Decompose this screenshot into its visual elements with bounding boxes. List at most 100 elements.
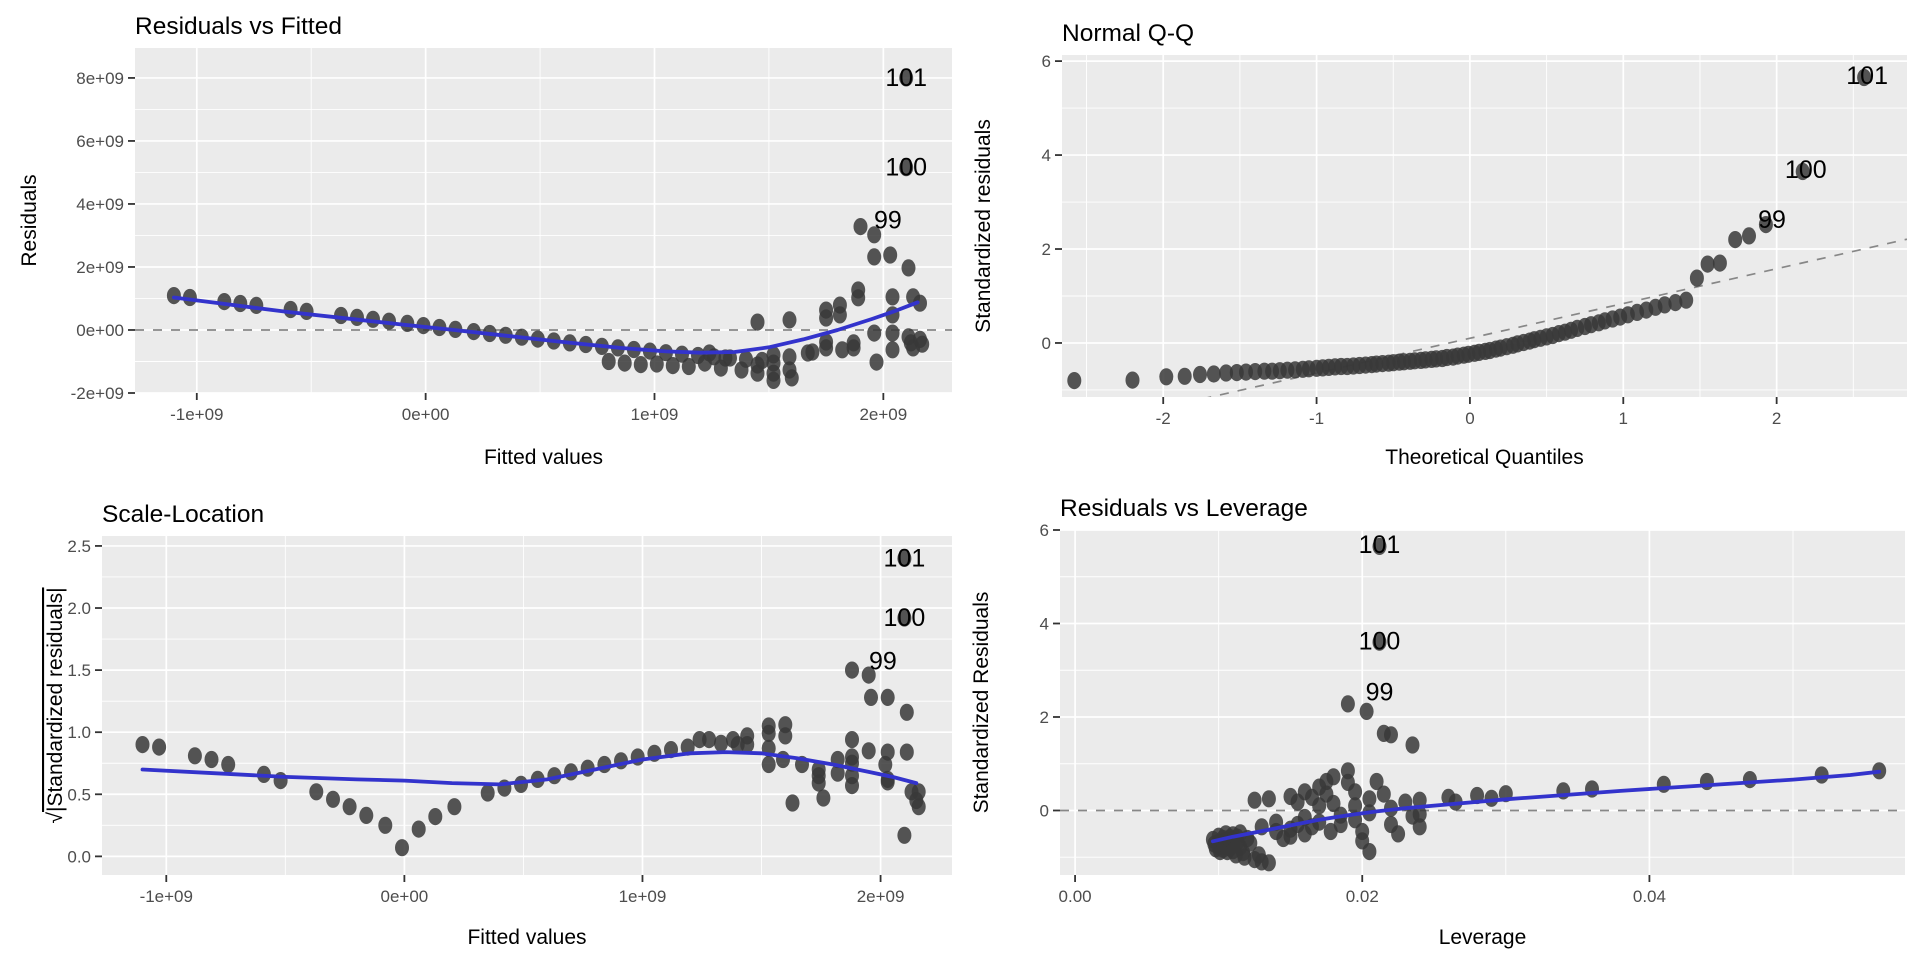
data-point bbox=[309, 783, 324, 801]
grid-major bbox=[102, 536, 952, 875]
data-point bbox=[899, 69, 914, 87]
plot-svg-residuals-vs-leverage: 101 100 99 0.00 0.02 0.04 0 2 4 6 Leverage Standard… bbox=[970, 495, 1905, 949]
data-point bbox=[782, 348, 797, 366]
smooth-line bbox=[140, 750, 919, 787]
y-tick-label: 2e+09 bbox=[76, 258, 124, 277]
data-point bbox=[633, 356, 648, 374]
data-point bbox=[832, 306, 847, 324]
data-point bbox=[901, 259, 916, 277]
axis-tick-labels: -1e+09 0e+00 1e+09 2e+09 0.0 0.5 1.0 1.5 2.0 2.5 bbox=[67, 537, 904, 906]
data-point bbox=[819, 309, 834, 327]
data-point bbox=[867, 226, 882, 244]
panel-title: Residuals vs Leverage bbox=[1060, 495, 1308, 522]
outlier-label-99: 99 bbox=[874, 206, 902, 234]
data-point bbox=[1312, 797, 1327, 815]
data-point bbox=[845, 661, 859, 679]
data-point bbox=[899, 159, 914, 177]
y-tick-label: 1.0 bbox=[67, 723, 91, 742]
x-tick-label: 0 bbox=[1465, 409, 1474, 428]
data-point bbox=[1657, 296, 1672, 314]
data-point bbox=[1359, 702, 1374, 720]
grid-major bbox=[135, 48, 952, 394]
data-point bbox=[897, 609, 912, 627]
data-point bbox=[734, 361, 749, 379]
data-point bbox=[1412, 818, 1427, 836]
data-point bbox=[1857, 68, 1872, 87]
grid-minor bbox=[135, 48, 952, 393]
grid-minor bbox=[1062, 55, 1907, 397]
data-point bbox=[1391, 825, 1406, 843]
axis-tick-labels: -2 -1 0 1 2 0 2 4 6 bbox=[1042, 52, 1782, 428]
data-point bbox=[864, 688, 878, 706]
panel-residuals-vs-leverage: 101 100 99 0.00 0.02 0.04 0 2 4 6 Leverage Standard… bbox=[960, 480, 1920, 960]
x-axis-title: Theoretical Quantiles bbox=[1385, 446, 1583, 469]
y-tick-label: 6e+09 bbox=[76, 132, 124, 151]
data-point bbox=[1348, 797, 1363, 815]
data-point bbox=[816, 789, 831, 807]
data-point bbox=[714, 734, 728, 752]
panel-title: Normal Q-Q bbox=[1062, 20, 1194, 47]
outlier-label-101: 101 bbox=[1846, 62, 1888, 90]
data-point bbox=[1742, 227, 1756, 245]
panel-background bbox=[102, 536, 952, 875]
smooth-line bbox=[1211, 769, 1882, 844]
outlier-label-100: 100 bbox=[884, 604, 926, 632]
x-tick-label: -1 bbox=[1309, 409, 1324, 428]
data-point bbox=[867, 248, 882, 266]
x-tick-label: 2 bbox=[1772, 409, 1781, 428]
data-point bbox=[1326, 768, 1341, 786]
y-axis-title: Standardized residuals bbox=[972, 119, 995, 333]
y-tick-label: 4 bbox=[1040, 614, 1049, 633]
outlier-label-101: 101 bbox=[884, 544, 926, 572]
y-tick-label: 4e+09 bbox=[76, 195, 124, 214]
data-point bbox=[750, 364, 765, 382]
data-point bbox=[1384, 726, 1398, 744]
grid-minor bbox=[102, 536, 952, 875]
data-point bbox=[1758, 216, 1773, 234]
data-point bbox=[326, 790, 340, 808]
data-point bbox=[428, 808, 443, 826]
data-point bbox=[1177, 367, 1192, 385]
data-point bbox=[1159, 368, 1174, 386]
data-point bbox=[1243, 834, 1258, 852]
y-axis-title: Residuals bbox=[18, 174, 41, 266]
data-point bbox=[1679, 291, 1694, 309]
data-point bbox=[761, 724, 776, 742]
data-point bbox=[811, 774, 826, 792]
x-tick-label: 1 bbox=[1619, 409, 1628, 428]
data-point bbox=[665, 357, 680, 375]
data-point bbox=[830, 764, 845, 782]
data-point bbox=[601, 352, 616, 371]
data-point bbox=[221, 755, 236, 774]
data-point bbox=[675, 345, 689, 363]
data-point bbox=[1700, 255, 1715, 273]
x-tick-label: -1e+09 bbox=[140, 887, 193, 906]
data-point bbox=[1261, 790, 1276, 808]
data-point bbox=[899, 703, 914, 721]
data-point bbox=[782, 311, 797, 329]
data-point bbox=[1067, 372, 1082, 390]
data-point bbox=[861, 666, 876, 684]
data-point bbox=[1362, 790, 1377, 808]
data-point bbox=[1668, 294, 1683, 312]
data-point bbox=[617, 354, 632, 372]
data-point bbox=[913, 294, 927, 312]
data-point bbox=[1405, 736, 1420, 754]
data-point bbox=[761, 755, 776, 774]
data-point bbox=[1125, 371, 1140, 389]
data-point bbox=[861, 742, 876, 760]
outlier-label-101: 101 bbox=[1359, 531, 1401, 559]
data-point bbox=[885, 341, 900, 359]
data-point bbox=[1742, 771, 1757, 789]
data-point bbox=[1795, 162, 1810, 181]
panel-title: Scale-Location bbox=[102, 501, 264, 528]
data-point bbox=[1372, 633, 1387, 651]
data-point bbox=[880, 688, 895, 706]
data-point bbox=[1219, 364, 1234, 382]
y-tick-label: 2 bbox=[1042, 240, 1051, 259]
x-tick-label: 1e+09 bbox=[619, 887, 667, 906]
panel-residuals-vs-fitted: 101 100 99 -1e+09 0e+00 1e+09 2e+09 -2e+09 0e+00… bbox=[0, 0, 960, 480]
data-point bbox=[204, 750, 219, 769]
data-point bbox=[851, 289, 866, 307]
